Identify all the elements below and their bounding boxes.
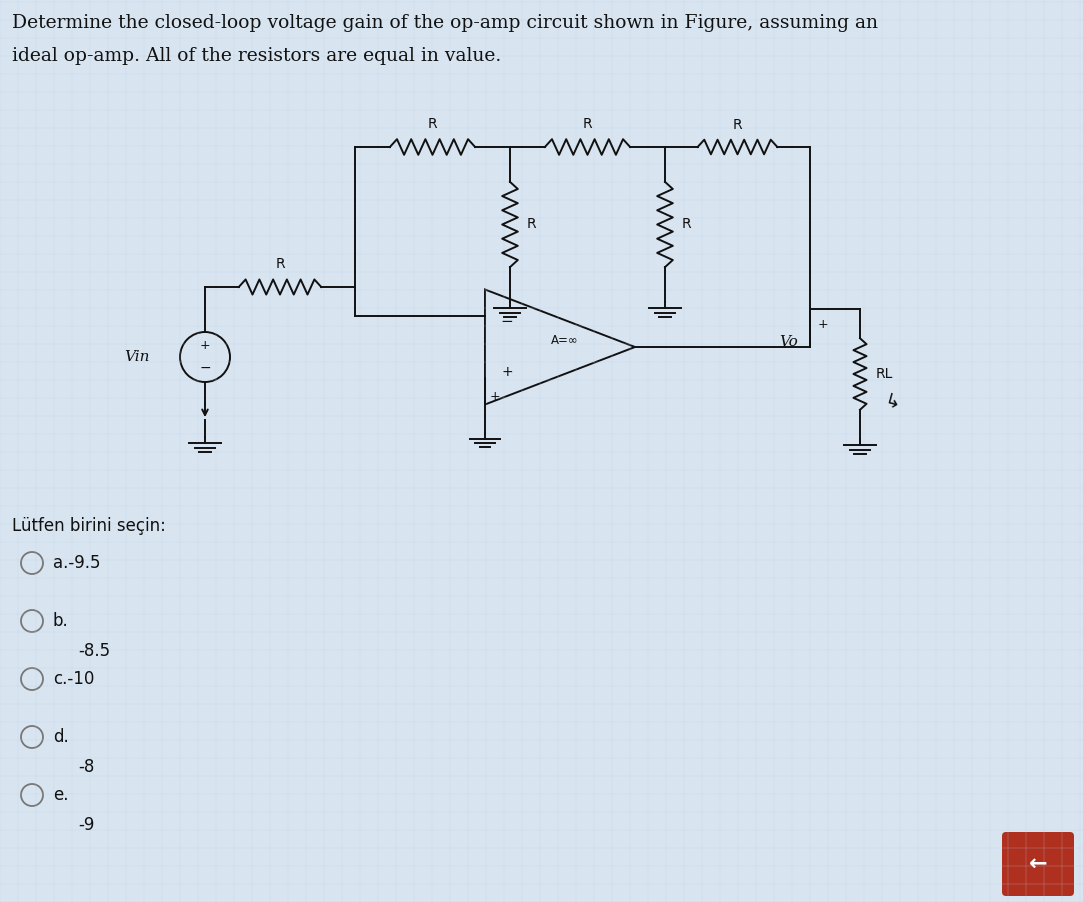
Text: +: + bbox=[818, 318, 828, 332]
Text: −: − bbox=[199, 361, 211, 374]
Text: R: R bbox=[733, 117, 742, 132]
Text: +: + bbox=[490, 390, 500, 403]
Text: -9: -9 bbox=[78, 816, 94, 834]
Text: ideal op-amp. All of the resistors are equal in value.: ideal op-amp. All of the resistors are e… bbox=[12, 47, 501, 65]
Text: d.: d. bbox=[53, 728, 68, 746]
Text: +: + bbox=[199, 339, 210, 353]
Text: R: R bbox=[428, 117, 438, 131]
Text: R: R bbox=[682, 217, 691, 232]
Text: ←: ← bbox=[1029, 854, 1047, 874]
Text: R: R bbox=[583, 117, 592, 131]
Text: R: R bbox=[526, 217, 536, 232]
Text: -8.5: -8.5 bbox=[78, 642, 110, 660]
Text: RL: RL bbox=[875, 367, 892, 381]
Text: −: − bbox=[500, 314, 513, 329]
Text: +: + bbox=[501, 365, 513, 380]
Text: -8: -8 bbox=[78, 758, 94, 776]
Text: b.: b. bbox=[53, 612, 68, 630]
Text: ↳: ↳ bbox=[882, 392, 903, 415]
Text: c.-10: c.-10 bbox=[53, 670, 94, 688]
Text: R: R bbox=[275, 257, 285, 272]
Text: e.: e. bbox=[53, 786, 68, 804]
Text: Vo: Vo bbox=[780, 335, 798, 349]
Text: Lütfen birini seçin:: Lütfen birini seçin: bbox=[12, 517, 166, 535]
Text: Determine the closed-loop voltage gain of the op-amp circuit shown in Figure, as: Determine the closed-loop voltage gain o… bbox=[12, 14, 878, 32]
Text: a.-9.5: a.-9.5 bbox=[53, 554, 101, 572]
Text: Vin: Vin bbox=[125, 350, 151, 364]
Text: A=∞: A=∞ bbox=[551, 335, 578, 347]
FancyBboxPatch shape bbox=[1002, 832, 1074, 896]
